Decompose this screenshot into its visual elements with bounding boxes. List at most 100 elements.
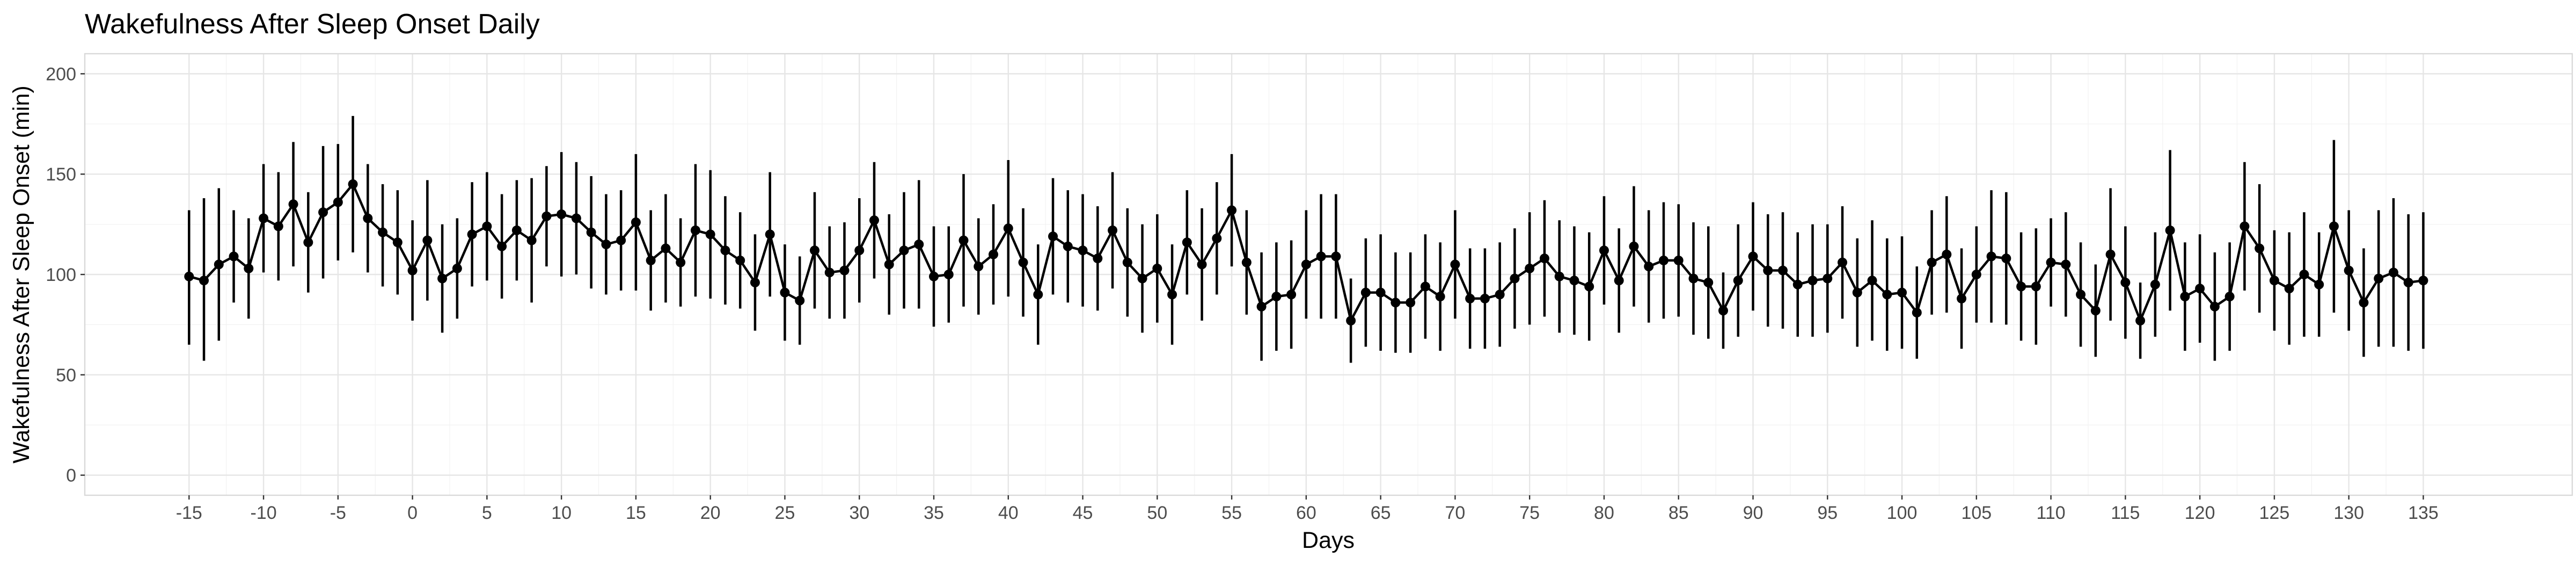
x-tick-label: -15 (176, 503, 202, 523)
data-point (914, 239, 924, 249)
data-point (1629, 241, 1639, 251)
data-point (2195, 284, 2205, 294)
data-point (467, 229, 477, 240)
x-tick-label: 30 (849, 503, 869, 523)
data-point (1852, 287, 1862, 298)
data-point (1688, 273, 1699, 284)
data-point (2031, 281, 2041, 292)
data-point (1927, 257, 1937, 267)
data-point (884, 259, 894, 270)
data-point (2150, 279, 2160, 290)
data-point (1152, 263, 1162, 273)
data-point (1614, 276, 1624, 286)
data-point (318, 207, 328, 218)
data-point (2314, 279, 2324, 290)
x-tick-label: 0 (407, 503, 418, 523)
x-tick-label: 85 (1668, 503, 1689, 523)
x-tick-label: 95 (1817, 503, 1838, 523)
x-tick-label: 135 (2408, 503, 2439, 523)
data-point (2269, 276, 2279, 286)
x-tick-label: 80 (1594, 503, 1614, 523)
data-point (1897, 287, 1907, 298)
data-point (676, 257, 686, 267)
data-point (229, 251, 239, 262)
data-point (1375, 287, 1386, 298)
data-point (1063, 241, 1073, 251)
data-point (1331, 251, 1341, 262)
data-point (1018, 257, 1028, 267)
data-point (2344, 265, 2354, 276)
chart-title: Wakefulness After Sleep Onset Daily (85, 9, 540, 40)
data-point (2403, 277, 2413, 287)
x-tick-label: 50 (1147, 503, 1167, 523)
data-point (661, 243, 671, 254)
data-point (1360, 287, 1371, 298)
data-point (422, 235, 433, 245)
x-tick-label: 115 (2111, 503, 2140, 523)
data-point (1182, 237, 1192, 248)
data-point (586, 227, 596, 237)
data-point (511, 225, 522, 235)
x-tick-label: 10 (551, 503, 572, 523)
data-point (2388, 267, 2398, 278)
data-point (1644, 262, 1654, 272)
data-point (735, 255, 745, 265)
data-point (288, 199, 298, 209)
x-tick-label: 5 (482, 503, 492, 523)
data-point (765, 229, 775, 240)
y-tick-label: 200 (46, 64, 76, 84)
data-point (869, 215, 879, 226)
data-point (1718, 306, 1728, 316)
data-point (2120, 277, 2131, 287)
data-point (780, 287, 790, 298)
x-tick-label: 40 (998, 503, 1019, 523)
data-point (1212, 233, 1222, 243)
data-points (184, 179, 2428, 326)
data-point (2359, 298, 2369, 308)
y-axis-title: Wakefulness After Sleep Onset (min) (9, 85, 34, 463)
data-point (1480, 293, 1490, 303)
data-point (631, 217, 641, 227)
data-point (616, 235, 626, 245)
data-point (1316, 251, 1326, 262)
x-tick-label: 120 (2185, 503, 2215, 523)
data-point (1286, 290, 1297, 300)
data-point (795, 295, 805, 306)
data-point (1271, 292, 1282, 302)
data-point (854, 245, 865, 256)
x-tick-label: 125 (2259, 503, 2290, 523)
data-point (690, 225, 700, 235)
data-point (2016, 281, 2026, 292)
data-point (1137, 273, 1147, 284)
data-point (750, 277, 760, 287)
data-point (1197, 259, 1207, 270)
x-axis: -15 -10 -5 0 5 10 15 20 25 30 35 40 45 50 55 60 65 70 75 80… (176, 495, 2439, 523)
data-point (839, 265, 850, 276)
y-tick-label: 150 (46, 164, 76, 185)
data-point (363, 213, 373, 223)
data-point (1658, 255, 1668, 265)
data-point (1673, 255, 1684, 265)
data-point (437, 273, 448, 284)
x-tick-label: 45 (1073, 503, 1093, 523)
x-tick-label: -5 (330, 503, 346, 523)
data-point (974, 262, 984, 272)
data-point (348, 179, 358, 189)
data-point (1882, 290, 1892, 300)
data-point (929, 271, 939, 281)
data-point (184, 271, 194, 281)
data-point (2135, 315, 2146, 326)
data-point (2076, 290, 2086, 300)
data-point (497, 241, 507, 251)
data-point (943, 270, 954, 279)
data-point (646, 255, 656, 265)
data-point (199, 276, 209, 286)
x-tick-label: 110 (2036, 503, 2065, 523)
data-point (1167, 290, 1177, 300)
data-point (1420, 281, 1430, 292)
data-point (526, 235, 537, 245)
data-point (1525, 263, 1535, 273)
data-point (303, 237, 313, 248)
data-point (601, 239, 611, 249)
data-point (989, 249, 999, 259)
